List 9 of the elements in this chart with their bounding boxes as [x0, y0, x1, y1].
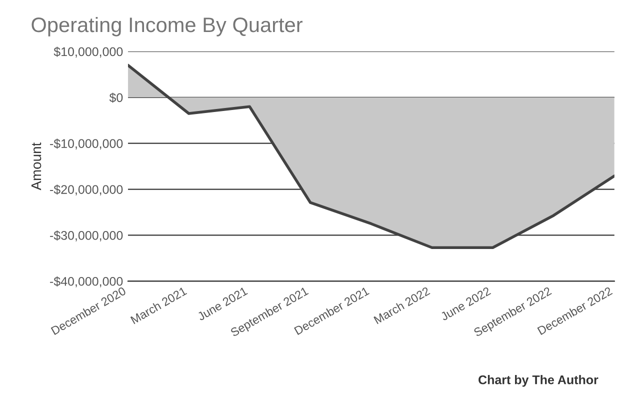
y-tick-label: -$40,000,000 — [50, 276, 123, 288]
y-tick-label: $0 — [109, 92, 123, 103]
y-tick-label: -$10,000,000 — [50, 138, 123, 150]
y-tick-label: $10,000,000 — [54, 46, 123, 58]
y-tick-label: -$20,000,000 — [50, 184, 123, 196]
y-tick-label: -$30,000,000 — [50, 230, 123, 242]
y-axis-title: Amount — [31, 142, 42, 190]
text: Chart by The Author — [478, 375, 598, 387]
chart-title: Operating Income By Quarter — [32, 16, 302, 36]
